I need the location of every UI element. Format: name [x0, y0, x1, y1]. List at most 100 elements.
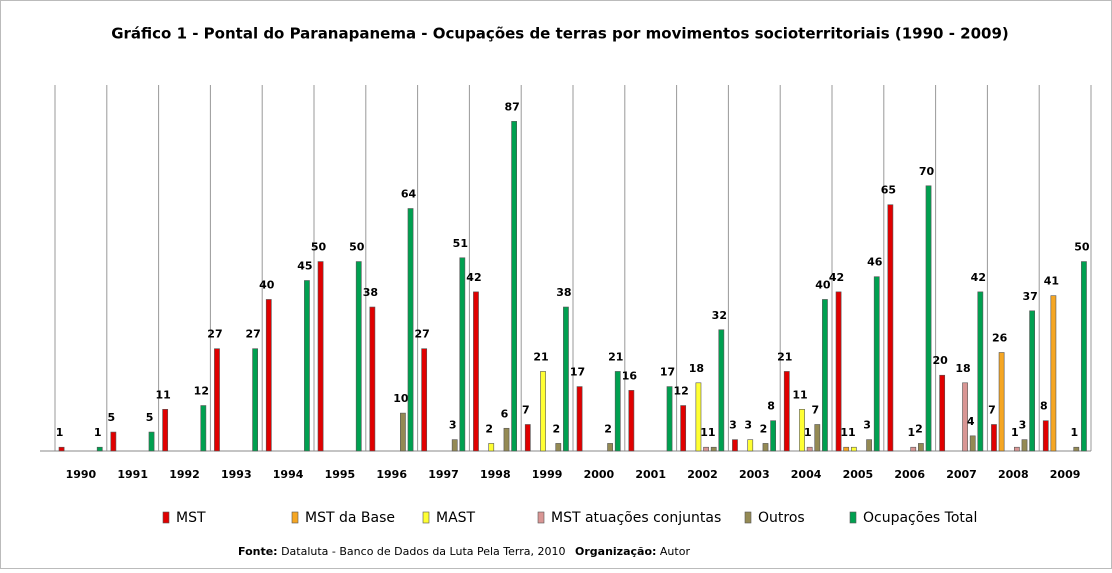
legend-swatch	[422, 511, 430, 524]
bar	[576, 386, 583, 452]
legend-label: MST	[176, 510, 206, 526]
bar	[473, 291, 479, 452]
data-label: 1	[804, 426, 812, 439]
bar	[369, 306, 376, 452]
data-label: 38	[556, 286, 571, 299]
data-label: 18	[689, 362, 704, 375]
data-label: 3	[863, 419, 871, 432]
bar	[524, 424, 531, 452]
bar	[1042, 420, 1049, 452]
bar	[1073, 446, 1080, 452]
data-label: 3	[449, 419, 457, 432]
data-label: 18	[955, 362, 970, 375]
x-tick-label: 2007	[946, 468, 977, 481]
data-label: 5	[146, 411, 154, 424]
bar	[680, 405, 687, 452]
bar	[710, 446, 717, 452]
bar	[407, 208, 414, 452]
bar	[939, 374, 946, 452]
bar	[770, 420, 776, 452]
legend-label: Ocupações Total	[863, 510, 977, 526]
bar	[866, 439, 872, 452]
x-tick-label: 2005	[843, 468, 874, 481]
bar	[607, 443, 613, 452]
bar	[96, 446, 103, 452]
bar	[421, 348, 428, 452]
data-label: 10	[393, 392, 409, 405]
bar	[873, 276, 880, 452]
bar	[511, 121, 518, 452]
source: Dataluta - Banco de Dados da Luta Pela T…	[281, 545, 565, 558]
bar	[998, 352, 1005, 452]
bar	[1050, 295, 1057, 452]
bar	[563, 306, 569, 452]
x-tick-label: 2003	[739, 468, 770, 481]
x-tick-label: 2004	[791, 468, 822, 481]
data-label: 21	[533, 350, 548, 363]
x-tick-label: 2009	[1050, 468, 1081, 481]
bar	[703, 446, 709, 452]
bar	[732, 439, 738, 452]
data-label: 2	[485, 422, 493, 435]
bar	[925, 185, 932, 452]
legend-swatch	[291, 511, 299, 524]
source-note: Fonte: Dataluta - Banco de Dados da Luta…	[238, 545, 690, 558]
data-label: 7	[522, 403, 530, 416]
data-label: 21	[608, 350, 623, 363]
bar	[887, 204, 894, 452]
data-label: 11	[792, 388, 807, 401]
legend-label: MST da Base	[305, 510, 395, 526]
data-label: 8	[767, 400, 775, 413]
data-label: 1	[94, 426, 102, 439]
bar	[252, 348, 258, 452]
bar	[540, 371, 546, 452]
data-label: 1	[56, 426, 64, 439]
data-label: 42	[466, 271, 481, 284]
data-label: 21	[777, 350, 792, 363]
bar	[835, 291, 842, 452]
data-label: 7	[988, 403, 996, 416]
x-tick-label: 2002	[687, 468, 718, 481]
x-tick-label: 1996	[376, 468, 407, 481]
data-label: 2	[604, 422, 612, 435]
bar	[814, 424, 821, 452]
data-label: 64	[401, 188, 417, 201]
bar	[1081, 261, 1087, 452]
data-label: 27	[415, 328, 430, 341]
bar	[317, 261, 324, 452]
data-label: 1	[907, 426, 915, 439]
legend-swatch	[744, 511, 752, 524]
bar	[614, 371, 621, 452]
data-label: 1	[840, 426, 848, 439]
data-label: 26	[992, 331, 1008, 344]
data-label: 51	[453, 237, 468, 250]
data-label: 42	[829, 271, 844, 284]
data-label: 70	[919, 165, 935, 178]
data-label: 20	[933, 354, 949, 367]
data-label: 11	[156, 388, 171, 401]
bar	[1029, 310, 1035, 452]
data-label: 12	[194, 385, 209, 398]
bar	[799, 409, 805, 452]
data-label: 3	[729, 419, 737, 432]
data-label: 5	[108, 411, 116, 424]
bar	[304, 280, 310, 452]
bar	[962, 382, 968, 452]
source-label: Fonte:	[238, 545, 278, 558]
x-tick-label: 1999	[532, 468, 563, 481]
bar	[451, 439, 458, 452]
data-label: 46	[867, 256, 883, 269]
bar	[58, 446, 65, 452]
legend-swatch	[537, 511, 545, 524]
data-label: 38	[363, 286, 378, 299]
bar	[1021, 439, 1028, 452]
bar	[110, 431, 117, 452]
bar	[555, 443, 562, 452]
data-label: 65	[881, 184, 896, 197]
bar	[991, 424, 997, 452]
data-label: 41	[1044, 275, 1059, 288]
data-label: 40	[259, 278, 275, 291]
data-label: 50	[311, 241, 327, 254]
x-tick-label: 1991	[117, 468, 148, 481]
legend-label: Outros	[758, 510, 805, 526]
